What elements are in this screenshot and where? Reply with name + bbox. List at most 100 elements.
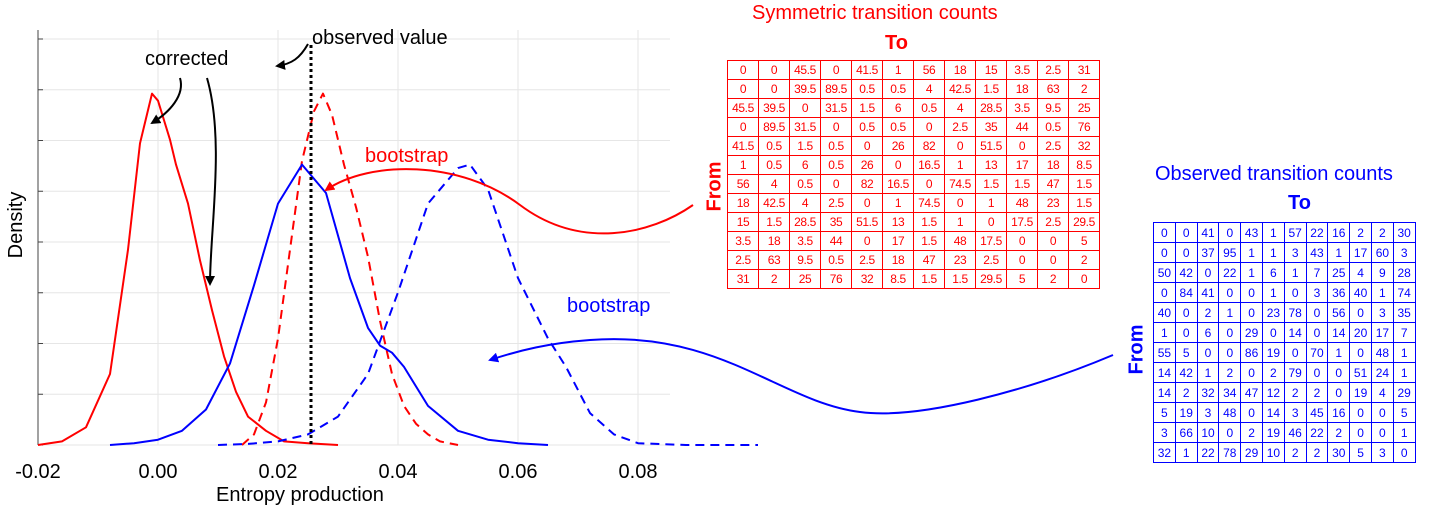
table-cell: 0.5 [820,155,852,175]
table-cell: 37 [1196,242,1220,263]
table-cell: 17 [1349,242,1372,263]
table-cell: 63 [758,250,790,270]
table-cell: 0 [1283,282,1307,303]
arrow-bootstrap-red [324,168,694,235]
table-cell: 3.5 [789,231,821,251]
symmetric-transition-table: 0 0 45.5 0 41.5 1 56 18 15 3.5 2.5 31 0 0 39.5 89.5 0.5 0… [727,60,1100,289]
table-cell: 56 [1327,302,1351,323]
table-cell: 0 [820,60,852,80]
table-cell: 15 [975,60,1007,80]
table-cell: 1.5 [758,212,790,232]
table-cell: 4 [758,174,790,194]
table-cell: 0 [851,136,883,156]
table-cell: 0 [1153,242,1176,263]
table-cell: 2.5 [944,117,976,137]
table-cell: 48 [1370,342,1394,363]
table-cell: 35 [820,212,852,232]
table-cell: 0 [1327,382,1351,403]
table-cell: 16 [1327,222,1351,243]
x-tick-label: 0.08 [619,461,658,483]
table-cell: 5 [1349,442,1372,463]
table-cell: 74.5 [913,193,945,213]
table-row: 3 66 10 0 2 19 46 22 2 0 0 1 [1153,422,1416,443]
table-cell: 32 [851,269,883,289]
x-tick-label: 0.02 [259,461,298,483]
table-cell: 0 [1006,231,1038,251]
table-cell: 55 [1153,342,1176,363]
table-cell: 0 [1037,231,1069,251]
x-tick-label: 0.00 [139,461,178,483]
table-cell: 13 [882,212,914,232]
table-cell: 0 [1196,342,1220,363]
table-row: 0 0 37 95 1 1 3 43 1 17 60 3 [1153,242,1416,263]
table-cell: 0 [789,98,821,118]
table-cell: 0 [1006,136,1038,156]
table-cell: 3.5 [1006,60,1038,80]
table-cell: 0 [1261,322,1285,343]
arrow-bootstrap-blue [488,338,1114,415]
symmetric-from-label: From [703,161,726,212]
table-cell: 4 [1370,382,1394,403]
table-cell: 82 [851,174,883,194]
table-cell: 60 [1370,242,1394,263]
table-cell: 1 [944,155,976,175]
table-cell: 16.5 [882,174,914,194]
arrow-corrected-blue [205,77,217,286]
table-cell: 42.5 [944,79,976,99]
table-row: 0 89.5 31.5 0 0.5 0.5 0 2.5 35 44 0.5 76 [727,117,1100,137]
arrow-observed-value [275,43,309,70]
table-cell: 47 [1240,382,1263,403]
table-cell: 26 [851,155,883,175]
symmetric-to-label: To [885,32,908,54]
table-cell: 74 [1392,282,1416,303]
table-cell: 89.5 [820,79,852,99]
table-cell: 35 [975,117,1007,137]
table-cell: 14 [1327,322,1351,343]
table-cell: 0 [1174,302,1198,323]
table-cell: 0 [1349,402,1372,423]
table-cell: 31.5 [820,98,852,118]
table-cell: 17.5 [1006,212,1038,232]
table-cell: 57 [1283,222,1307,243]
table-cell: 0 [1240,282,1263,303]
table-cell: 0.5 [913,98,945,118]
table-cell: 1 [975,193,1007,213]
table-cell: 14 [1153,362,1176,383]
table-cell: 0 [1305,302,1329,323]
table-cell: 1 [944,212,976,232]
table-cell: 41 [1196,222,1220,243]
table-cell: 1 [1196,362,1220,383]
table-cell: 1 [1261,222,1285,243]
x-tick-label: -0.02 [15,461,61,483]
table-cell: 1 [1153,322,1176,343]
table-row: 15 1.5 28.5 35 51.5 13 1.5 1 0 17.5 2.5 29.5 [727,212,1100,232]
table-cell: 31 [1068,60,1100,80]
table-cell: 22 [1196,442,1220,463]
table-row: 14 2 32 34 47 12 2 2 0 19 4 29 [1153,382,1416,403]
table-cell: 0 [944,136,976,156]
table-cell: 51 [1349,362,1372,383]
table-cell: 2 [1283,382,1307,403]
table-cell: 0 [1218,282,1242,303]
table-cell: 1 [1240,242,1263,263]
x-tick-labels: -0.02 0.00 0.02 0.04 0.06 0.08 [15,461,657,483]
table-cell: 1.5 [913,231,945,251]
table-cell: 2.5 [1037,136,1069,156]
table-cell: 43 [1240,222,1263,243]
table-row: 0 0 39.5 89.5 0.5 0.5 4 42.5 1.5 18 63 2 [727,79,1100,99]
table-cell: 18 [758,231,790,251]
table-cell: 47 [913,250,945,270]
table-cell: 1 [1261,282,1285,303]
table-cell: 1 [727,155,759,175]
table-cell: 1.5 [944,269,976,289]
table-cell: 45 [1305,402,1329,423]
table-cell: 1.5 [789,136,821,156]
table-cell: 25 [1327,262,1351,283]
table-cell: 6 [1261,262,1285,283]
table-cell: 48 [1006,193,1038,213]
table-row: 45.5 39.5 0 31.5 1.5 6 0.5 4 28.5 3.5 9.5 25 [727,98,1100,118]
table-cell: 23 [944,250,976,270]
table-cell: 89.5 [758,117,790,137]
table-cell: 2 [1218,362,1242,383]
